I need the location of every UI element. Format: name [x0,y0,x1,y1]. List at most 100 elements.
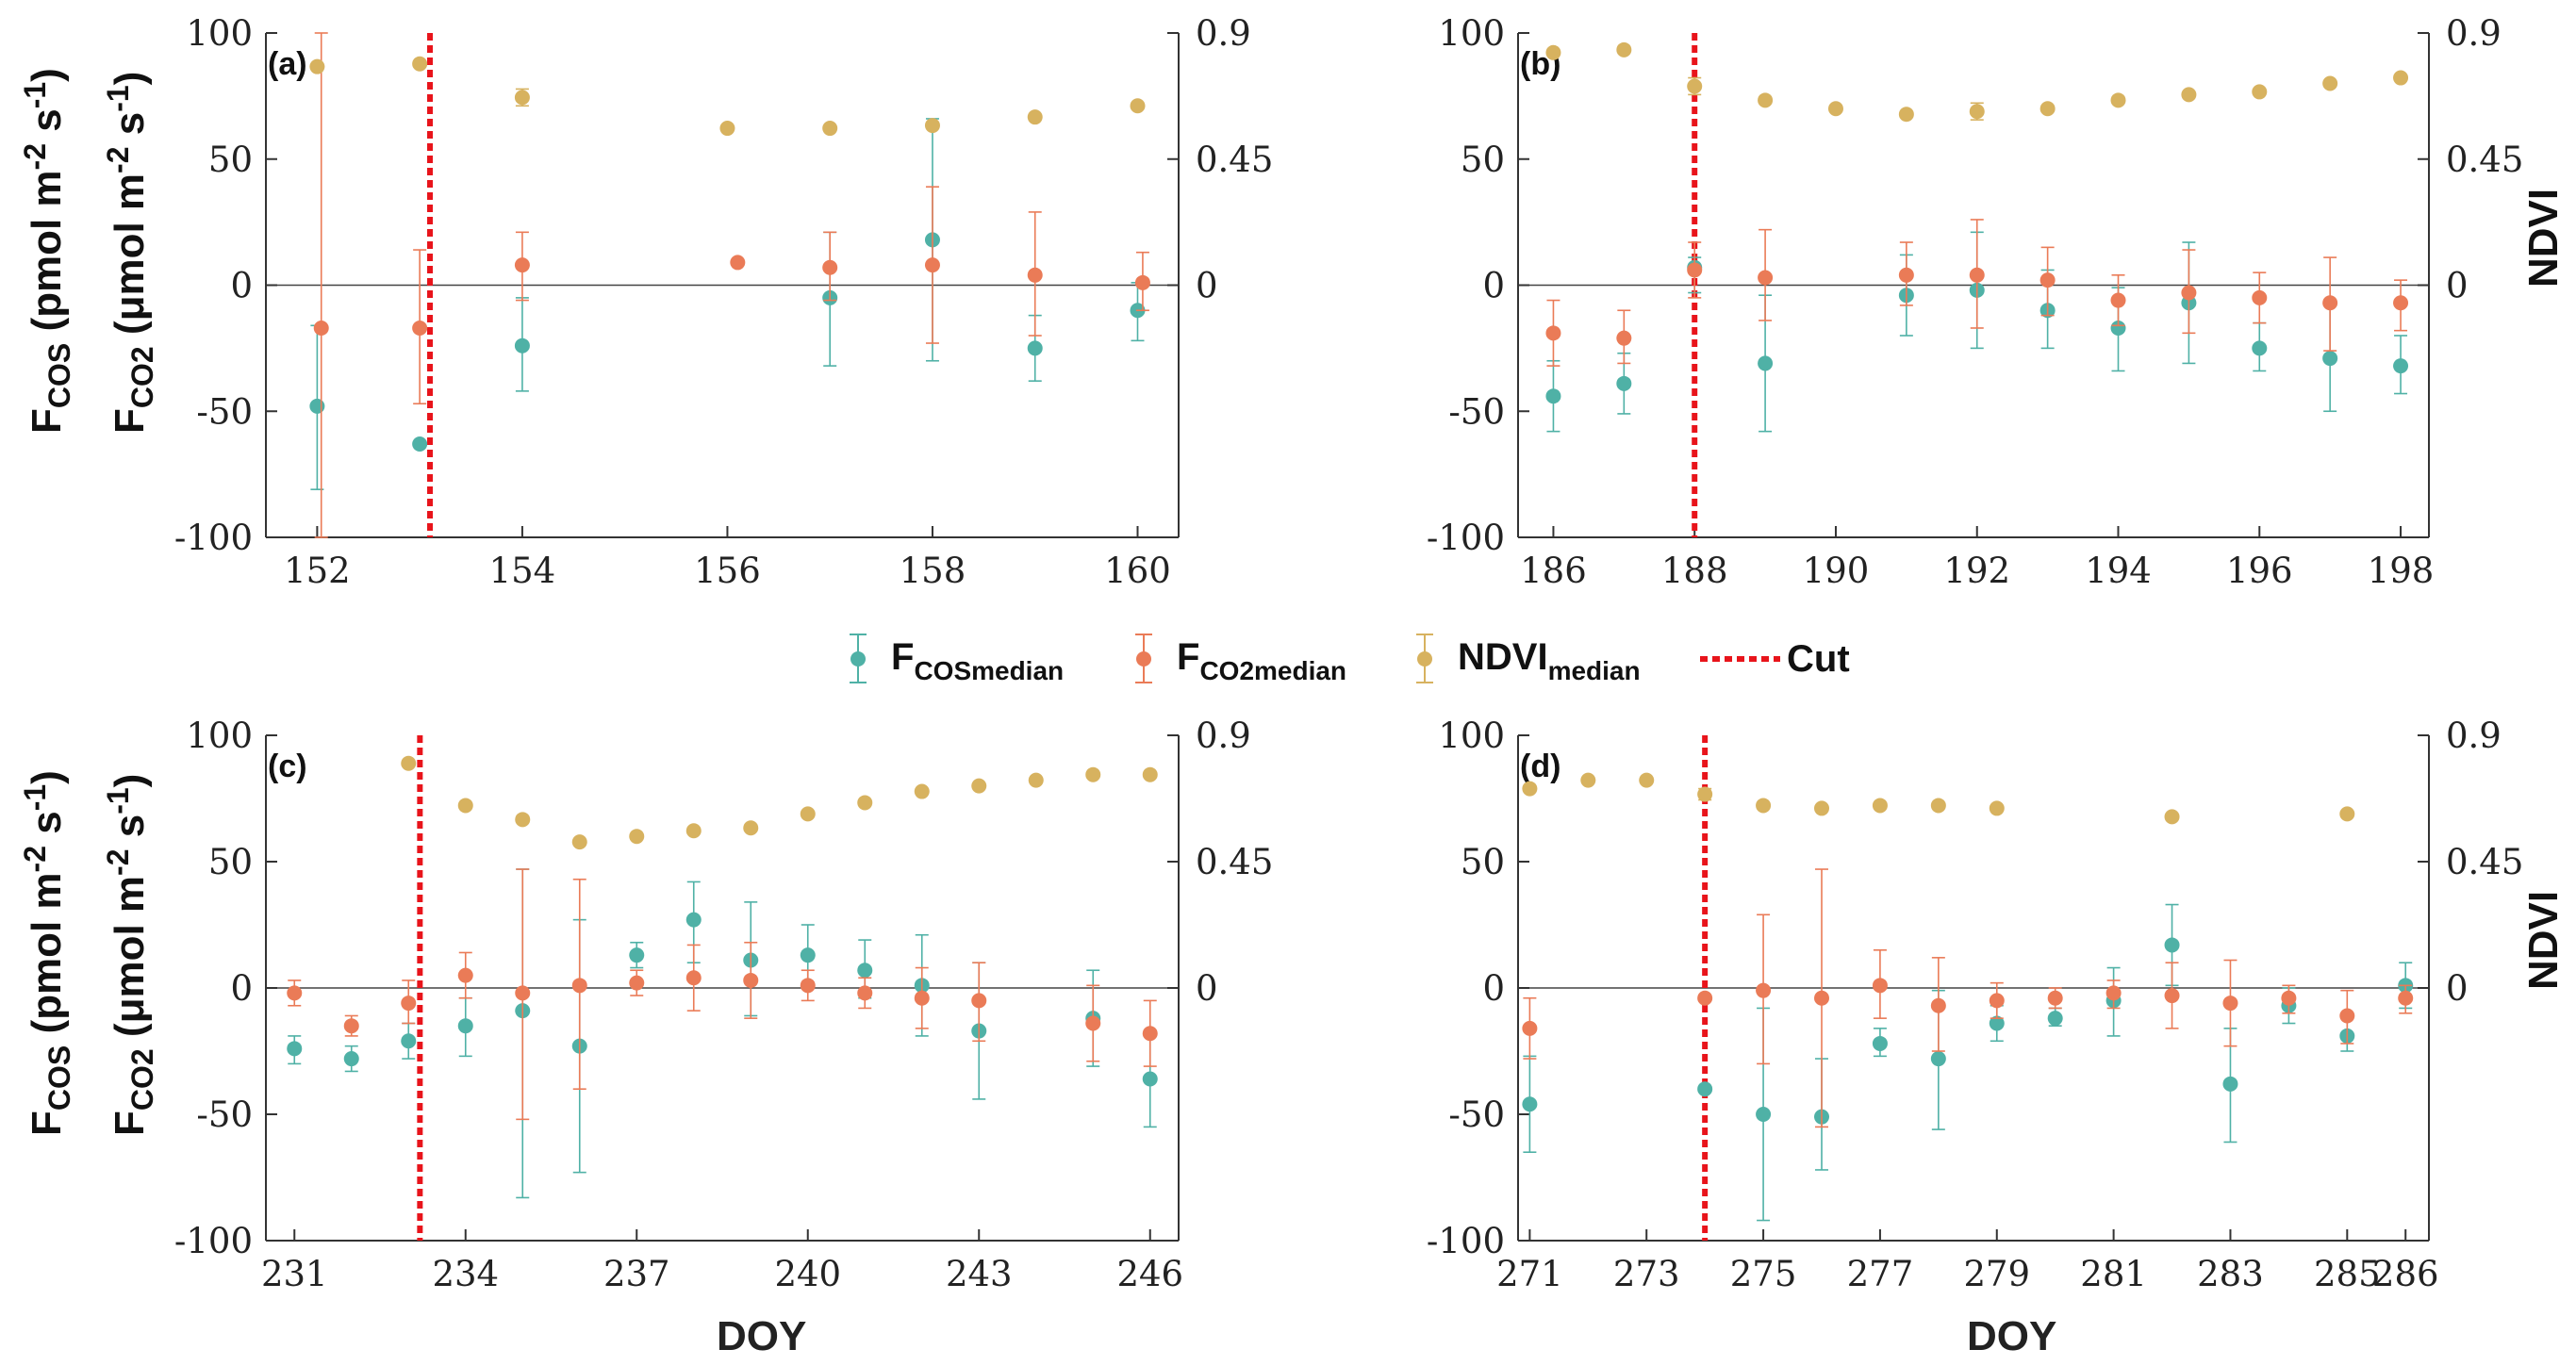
co2-point [343,1018,359,1034]
ndvi-point [2322,75,2338,91]
cos-point [1545,388,1561,404]
co2-point [2105,985,2122,1001]
cos-point [514,337,530,354]
cos-point [2322,351,2338,367]
y-tick-label: 50 [208,140,253,180]
y2-tick-label: 0 [2446,266,2469,306]
x-tick-label: 279 [1963,1254,2030,1294]
cos-point [1697,1081,1713,1097]
cos-point [287,1041,303,1057]
ndvi-point [2393,70,2409,86]
co2-point [743,972,759,988]
ndvi-point [719,121,735,137]
y2-tick-label: 0.9 [2446,716,2502,756]
panel-a: 100 50 0 -50 -100 0.9 0.45 0 152 154 156 158 160 (a) [174,13,1274,591]
co2-point [401,996,417,1012]
y-label-ndvi-top: NDVI [2520,189,2567,288]
co2-point [685,970,702,986]
y-tick-label: -50 [196,391,253,432]
ndvi-series [1545,41,2409,123]
ndvi-point [685,823,702,839]
ndvi-point [857,795,873,811]
ndvi-point [412,56,428,72]
co2-point [313,320,329,336]
co2-point [2252,289,2268,305]
legend-cos-label: FCOSmedian [891,636,1064,685]
x-tick-label: 283 [2197,1254,2264,1294]
y-label-ndvi-bottom: NDVI [2520,891,2567,990]
ndvi-point [1872,798,1888,814]
x-tick-label: 285 [2314,1254,2381,1294]
co2-point [514,257,530,273]
y-tick-label: 0 [230,266,253,306]
y-tick-label: 0 [1482,968,1505,1009]
cos-point [1616,375,1632,391]
co2-point [2398,990,2414,1006]
ndvi-point [2164,809,2180,825]
co2-point [2281,990,2297,1006]
ndvi-point [1085,766,1101,782]
y-tick-label: 100 [186,13,253,54]
ndvi-point [1142,766,1158,782]
panel-d: 100 50 0 -50 -100 0.9 0.45 0 271 273 275 277 279 281 2… [1427,716,2524,1294]
co2-point [1872,978,1888,994]
ndvi-point [2339,806,2355,822]
x-tick-label: 237 [603,1254,670,1294]
cos-point [1027,340,1043,356]
cos-point [1989,1015,2005,1031]
co2-point [2181,285,2197,301]
y2-tick-label: 0.9 [1196,13,1251,54]
ndvi-point [309,58,325,74]
x-tick-label: 277 [1847,1254,1914,1294]
x-tick-label: 234 [432,1254,499,1294]
co2-point [571,978,587,994]
co2-series [1545,219,2409,367]
co2-point [629,975,645,991]
ndvi-point [1756,798,1772,814]
y2-tick-label: 0.45 [2446,140,2523,180]
x-tick-label: 243 [946,1254,1013,1294]
ndvi-point [1639,772,1655,788]
y-label-fcos-top: FCOS (pmol m-2 s-1) [18,68,76,434]
cos-point [309,398,325,414]
co2-point [914,990,930,1006]
cos-point [1522,1096,1538,1112]
ndvi-point [1616,41,1632,58]
ndvi-point [514,90,530,106]
cos-point [1142,1071,1158,1087]
ndvi-point [1130,98,1146,114]
cos-point [1758,355,1774,371]
co2-point [412,320,428,336]
y-tick-label: 100 [1438,13,1505,54]
y-tick-label: -50 [196,1094,253,1135]
co2-point [1085,1015,1101,1031]
y-tick-label: -100 [174,518,253,558]
ndvi-point [1969,104,1985,120]
y-label-fco2-bottom: FCO2 (μmol m-2 s-1) [101,774,159,1136]
panel-label: (a) [268,46,307,82]
cos-series [309,118,1146,490]
ndvi-point [822,121,838,137]
co2-series [1522,868,2414,1128]
x-label-doy-right: DOY [1967,1313,2056,1359]
ndvi-series [1522,772,2355,825]
y2-tick-label: 0 [1196,266,1218,306]
co2-point [1616,330,1632,346]
co2-point [1969,267,1985,283]
co2-point [1134,274,1150,290]
ndvi-point [914,783,930,799]
y2-tick-label: 0.45 [2446,842,2523,882]
ndvi-point [1028,772,1044,788]
x-tick-label: 196 [2226,551,2293,591]
y2-tick-label: 0.9 [1196,716,1251,756]
co2-point [2164,988,2180,1004]
x-tick-label: 152 [284,551,351,591]
ndvi-point [800,806,816,822]
x-tick-label: 281 [2080,1254,2147,1294]
co2-point [287,985,303,1001]
ndvi-point [924,118,940,134]
x-tick-label: 158 [900,551,966,591]
y-tick-label: 100 [1438,716,1505,756]
co2-point [2339,1008,2355,1024]
